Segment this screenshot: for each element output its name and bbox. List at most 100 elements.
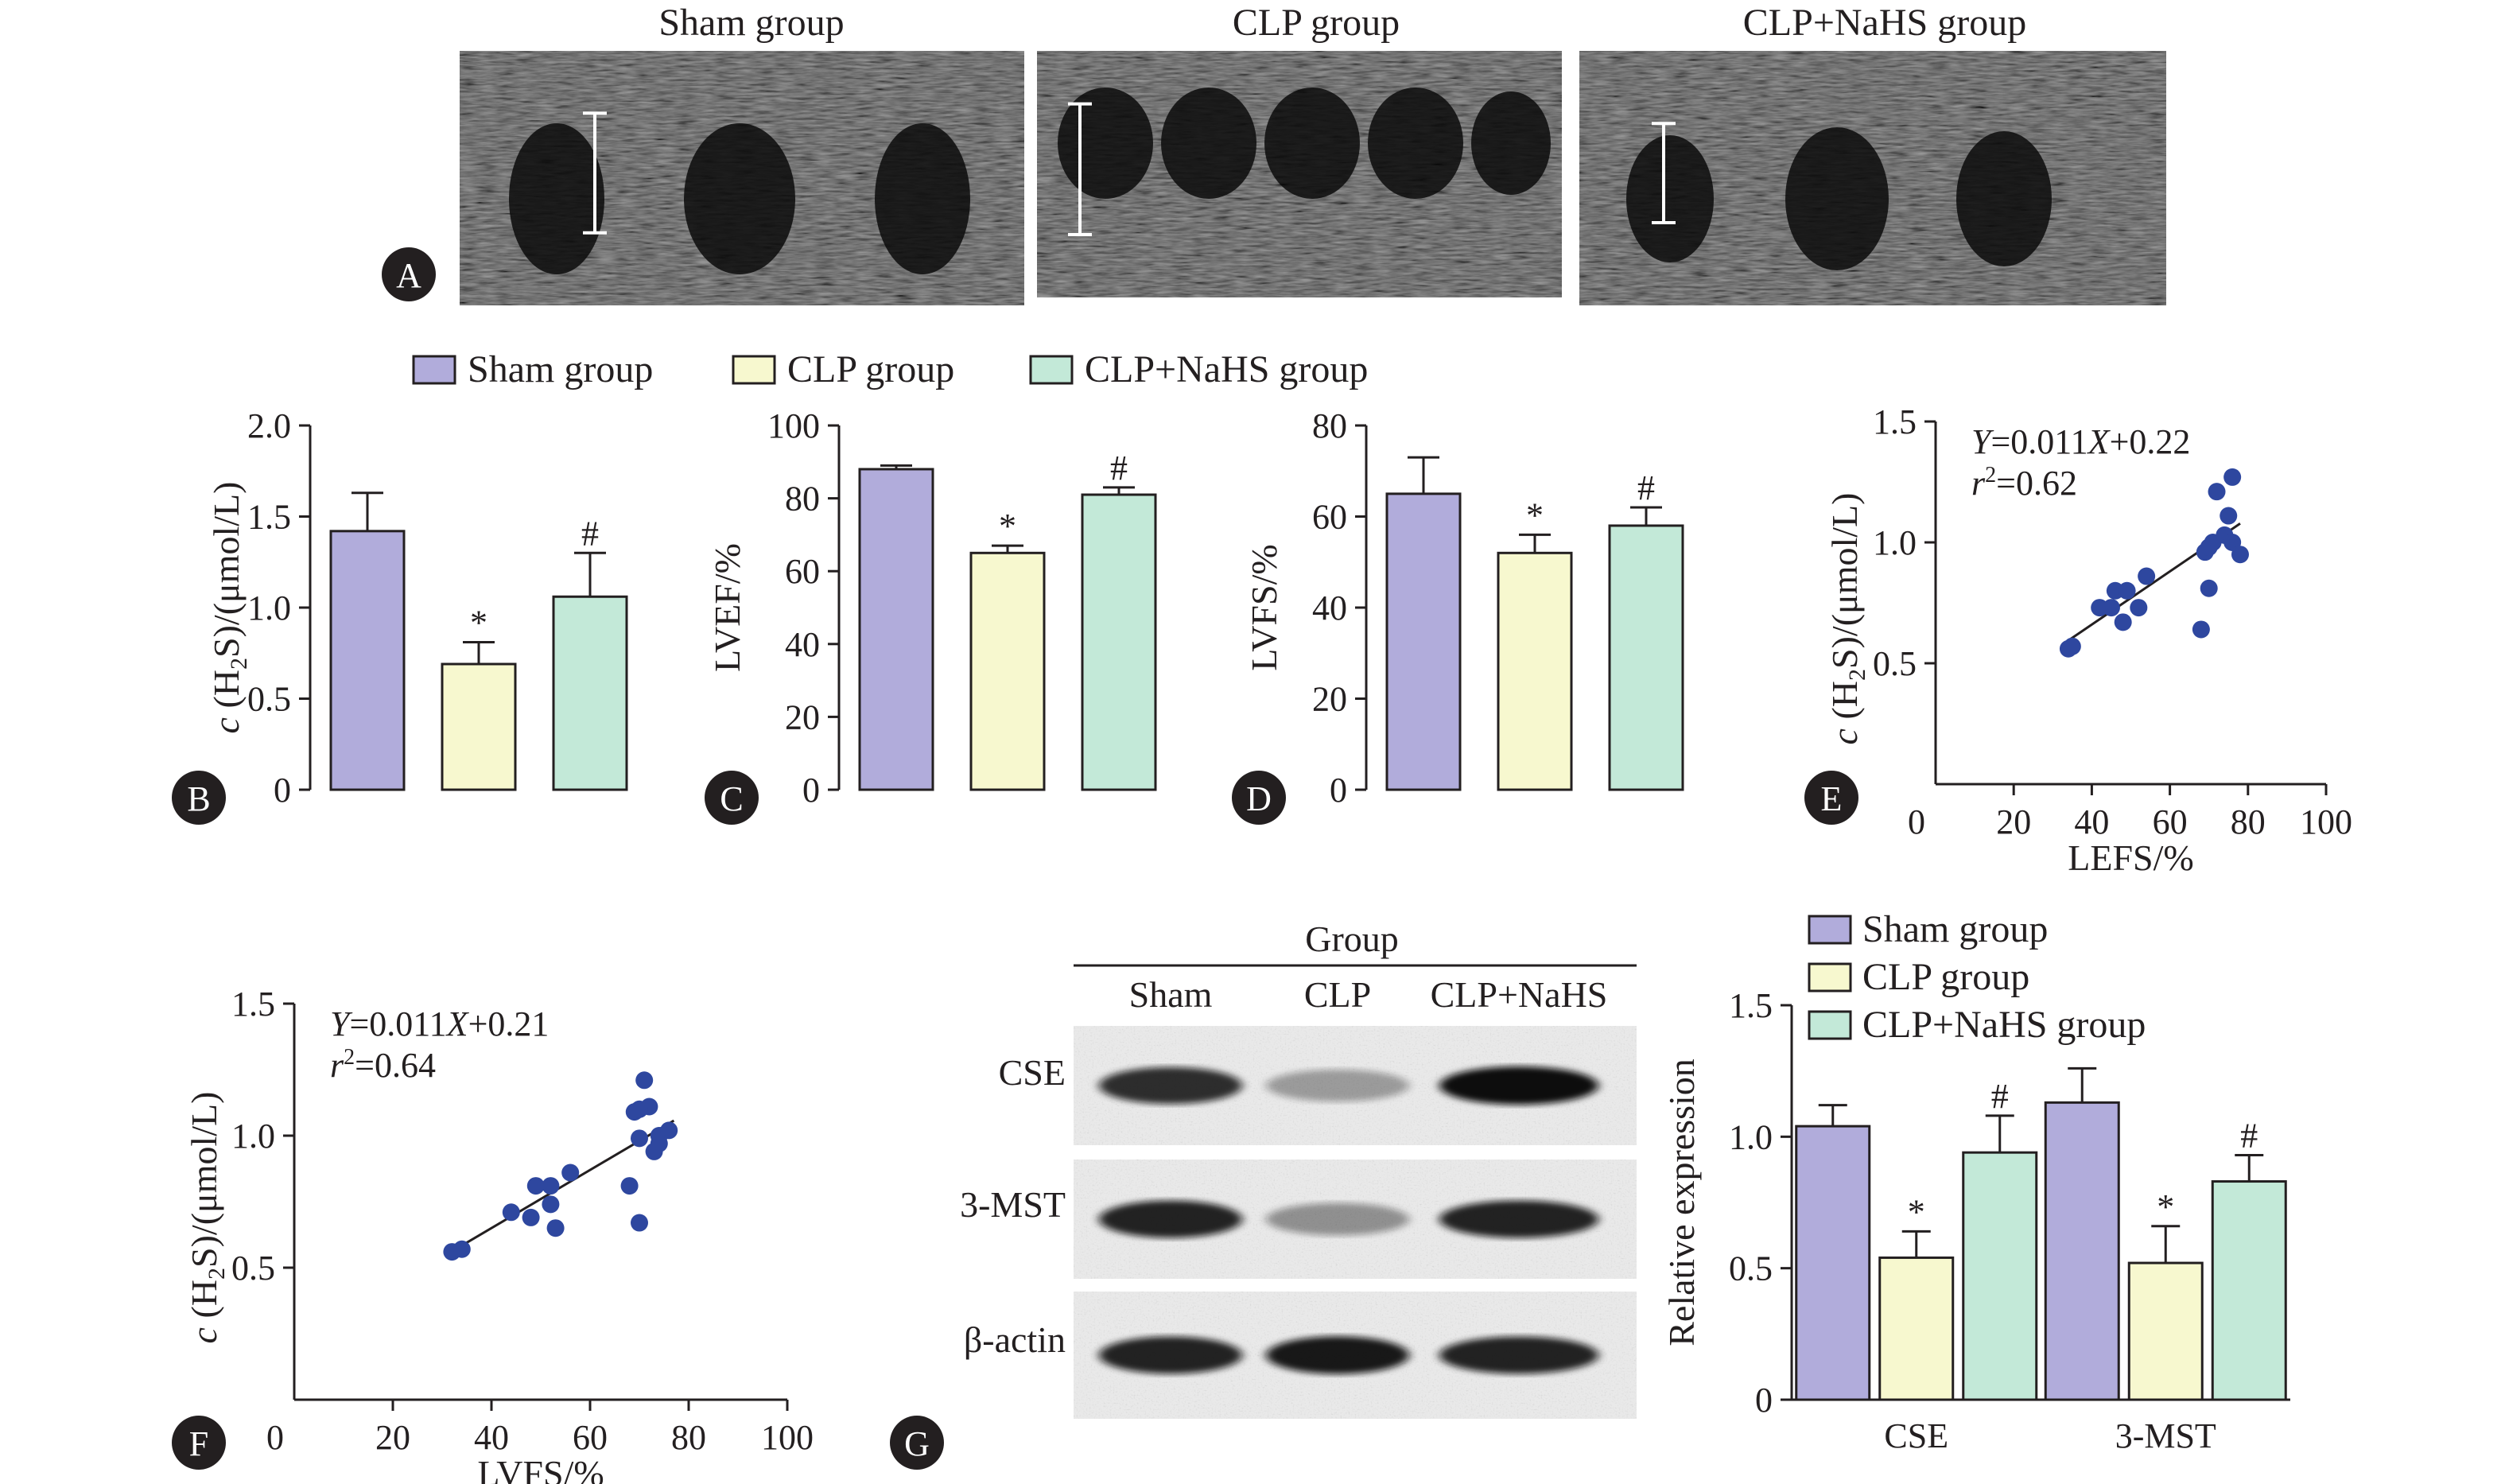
bar-sham-group xyxy=(329,530,406,791)
x-tick-label: 40 xyxy=(2074,802,2109,841)
y-tick-label: 0 xyxy=(1330,771,1347,810)
significance-mark: * xyxy=(1526,495,1544,534)
y-label-sub: 2 xyxy=(204,1268,230,1280)
blot-band xyxy=(1266,1336,1409,1374)
scatter-point xyxy=(2208,483,2226,501)
y-axis-label: c (H2S)/(μmol/L) xyxy=(184,1092,230,1344)
eq-y: Y xyxy=(1971,422,1994,461)
x-tick-label: 20 xyxy=(1996,802,2031,841)
significance-mark: * xyxy=(470,604,487,643)
svg-text:C: C xyxy=(720,779,743,818)
blot-row-cse: CSE xyxy=(999,1052,1066,1093)
x-category-label: 3-MST xyxy=(2115,1416,2216,1455)
bar-clp-nahs-group xyxy=(1608,524,1684,791)
bar-clp-nahs-group xyxy=(552,595,628,791)
echo-title-nahs: CLP+NaHS group xyxy=(1743,2,2026,44)
bar-clp-group-3-mst xyxy=(2127,1261,2204,1401)
scatter-point xyxy=(546,1219,565,1237)
legend-g-swatch-sham xyxy=(1808,915,1852,945)
x-axis-label: LVFS/% xyxy=(477,1453,604,1484)
significance-mark: * xyxy=(999,507,1016,546)
echo-cavity xyxy=(875,123,970,274)
svg-text:E: E xyxy=(1821,779,1843,818)
scatter-point xyxy=(542,1195,560,1214)
y-tick-label: 1.5 xyxy=(247,498,291,537)
y-tick-label: 0 xyxy=(1755,1381,1773,1420)
scatter-point xyxy=(2223,468,2242,486)
y-label-part: (H xyxy=(1824,681,1865,728)
blot-strips xyxy=(1074,1026,1637,1419)
blot-band xyxy=(1099,1336,1242,1374)
panel-letter-d: D xyxy=(1232,771,1286,825)
echo-cavity xyxy=(509,123,604,274)
echo-cavity xyxy=(1785,127,1889,270)
scatter-point xyxy=(635,1071,654,1090)
y-axis-label: Relative expression xyxy=(1661,1059,1702,1346)
eq-mid: =0.011 xyxy=(1990,422,2088,461)
blot-band xyxy=(1439,1336,1598,1374)
chart-b-h2s-concentration: 0 0.5 1.0 1.5 2.0 c (H2S)/(μmol/L) * # xyxy=(206,406,628,810)
y-label-end: S)/(μmol/L) xyxy=(206,482,247,658)
y-tick-label: 1.5 xyxy=(1729,986,1773,1025)
panel-a-echocardiography: Sham group CLP group CLP+NaHS group xyxy=(460,2,2166,305)
y-label-part: (H xyxy=(206,670,247,717)
legend-g: Sham group CLP group CLP+NaHS group xyxy=(1808,908,2146,1046)
y-tick-label: 40 xyxy=(785,625,820,664)
scatter-point xyxy=(2220,507,2238,525)
y-tick-label: 0.5 xyxy=(1873,644,1917,683)
y-tick-label: 60 xyxy=(1312,498,1347,537)
blot-band xyxy=(1266,1202,1409,1236)
echo-cavity xyxy=(684,123,795,274)
legend-label-sham: Sham group xyxy=(468,348,653,390)
y-tick-label: 2.0 xyxy=(247,406,291,445)
y-tick-label: 20 xyxy=(785,697,820,736)
bar-sham-group-cse xyxy=(1795,1125,1871,1401)
scatter-point xyxy=(2130,599,2148,617)
significance-mark: # xyxy=(1110,449,1128,488)
echo-cavity xyxy=(1264,87,1360,199)
y-axis-label: c (H2S)/(μmol/L) xyxy=(1824,493,1870,745)
bar-sham-group xyxy=(1385,492,1462,791)
significance-mark: # xyxy=(2240,1116,2258,1155)
x-tick-label: 80 xyxy=(2231,802,2266,841)
y-tick-label: 1.0 xyxy=(1873,523,1917,562)
y-label-end: S)/(μmol/L) xyxy=(1824,493,1865,669)
y-tick-label: 1.5 xyxy=(1873,402,1917,441)
panel-letter-g: G xyxy=(890,1416,944,1470)
r2-sup: 2 xyxy=(1985,463,1996,488)
panel-letter-a: A xyxy=(382,247,436,301)
bar-sham-group-3-mst xyxy=(2044,1101,2120,1401)
significance-mark: # xyxy=(581,514,599,553)
y-label-end: S)/(μmol/L) xyxy=(184,1092,224,1268)
eq-x: X xyxy=(2087,422,2111,461)
r-squared: r2=0.64 xyxy=(330,1045,436,1085)
legend-g-label-nahs: CLP+NaHS group xyxy=(1862,1004,2146,1046)
panel-letter-c: C xyxy=(705,771,759,825)
blot-band xyxy=(1099,1066,1242,1105)
x-tick-label: 60 xyxy=(2153,802,2188,841)
scatter-point xyxy=(631,1214,648,1232)
blot-group-title: Group xyxy=(1305,919,1399,959)
legend-g-swatch-clp xyxy=(1808,962,1852,993)
y-tick-label: 0.5 xyxy=(247,680,291,719)
y-tick-label: 60 xyxy=(785,552,820,591)
r2-val: =0.62 xyxy=(1996,464,2077,503)
x-category-label: CSE xyxy=(1884,1416,1948,1455)
blot-row-bactin: β-actin xyxy=(964,1319,1066,1360)
scatter-point xyxy=(561,1164,580,1182)
significance-mark: * xyxy=(2157,1187,2174,1226)
bar-clp-group-cse xyxy=(1878,1256,1955,1401)
echo-cavity xyxy=(1956,131,2052,266)
legend-g-label-sham: Sham group xyxy=(1862,908,2048,950)
bar-clp-group xyxy=(1497,551,1573,791)
regression-equation: Y=0.011X+0.21 xyxy=(330,1004,549,1043)
bar-clp-nahs-group-3-mst xyxy=(2211,1180,2287,1401)
y-label-part: (H xyxy=(184,1280,224,1327)
scatter-point xyxy=(522,1208,540,1226)
y-tick-label: 100 xyxy=(767,406,820,445)
scatter-point xyxy=(2063,637,2081,655)
x-tick-label: 40 xyxy=(474,1418,509,1457)
y-tick-label: 0 xyxy=(802,771,820,810)
